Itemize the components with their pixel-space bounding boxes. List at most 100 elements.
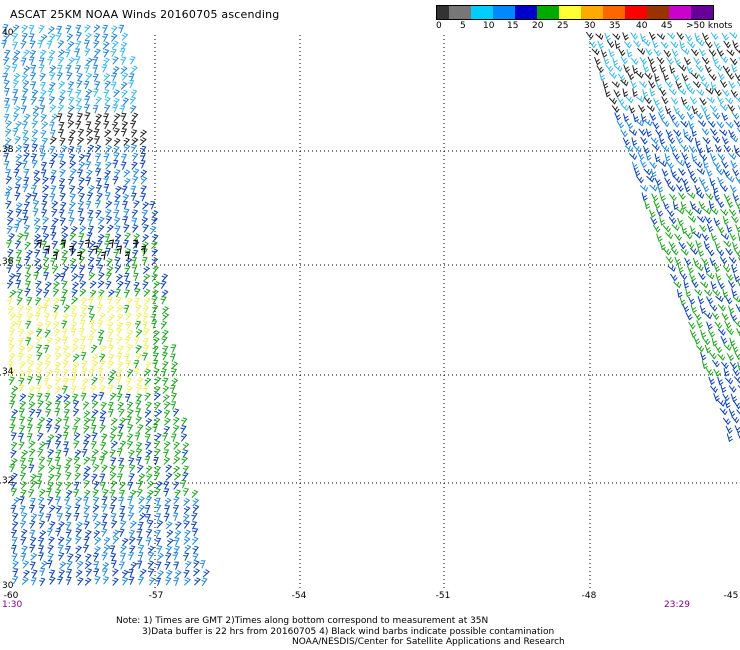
wind-barb (608, 97, 617, 105)
wind-barb (702, 32, 709, 42)
wind-barb (130, 185, 137, 195)
wind-barb (112, 176, 119, 185)
wind-barb (26, 353, 33, 363)
wind-barb (16, 217, 23, 226)
wind-barb (105, 161, 112, 170)
wind-barb (710, 385, 718, 394)
wind-barb (712, 161, 721, 170)
wind-barb (92, 513, 99, 522)
wind-barb (58, 80, 66, 90)
wind-barb (20, 464, 28, 473)
wind-barb (42, 249, 49, 258)
wind-barb (75, 97, 83, 107)
wind-barb (125, 321, 132, 331)
wind-barb (23, 168, 30, 178)
wind-barb (152, 423, 159, 433)
wind-barb (136, 384, 143, 393)
wind-barb (88, 313, 95, 323)
wind-barb (47, 88, 54, 97)
wind-barb (83, 520, 90, 530)
wind-barb (86, 136, 94, 145)
wind-barb (22, 216, 29, 225)
wind-barb (53, 272, 61, 281)
wind-barb (130, 129, 138, 138)
wind-barb (691, 153, 698, 162)
wind-barb (123, 289, 130, 298)
wind-barb (99, 353, 106, 362)
wind-barb (12, 56, 19, 65)
wind-barb (665, 256, 674, 264)
wind-barb (94, 144, 102, 153)
wind-barb (54, 368, 61, 377)
wind-barb (53, 321, 60, 330)
wind-barb (90, 457, 97, 466)
note-line-3: NOAA/NESDIS/Center for Satellite Applica… (292, 637, 565, 647)
wind-barb (725, 296, 733, 305)
wind-barb (85, 57, 93, 66)
wind-barb (83, 465, 91, 474)
wind-barb (122, 193, 130, 203)
wind-barb (92, 496, 100, 506)
wind-barb (691, 128, 697, 137)
wind-barb (726, 224, 733, 233)
wind-barb (78, 216, 85, 226)
wind-barb (699, 153, 708, 162)
wind-barb (54, 336, 62, 345)
wind-barb (18, 441, 25, 450)
wind-barb (192, 553, 199, 562)
wind-barb (87, 248, 94, 257)
wind-barb (102, 33, 109, 43)
wind-barb (52, 288, 60, 297)
wind-barb (706, 97, 715, 104)
wind-barb (38, 456, 46, 465)
wind-barb (22, 80, 30, 89)
wind-barb (183, 577, 192, 586)
wind-barb (101, 464, 108, 473)
wind-barb (666, 209, 675, 218)
wind-barb (116, 393, 123, 402)
wind-barb (656, 233, 663, 243)
wind-barb (18, 384, 25, 393)
wind-barb (138, 504, 146, 514)
wind-barb (616, 120, 625, 129)
wind-barb (92, 105, 99, 114)
wind-barb (729, 135, 739, 143)
wind-barb (9, 463, 16, 473)
wind-barb (120, 161, 127, 171)
wind-barb (37, 432, 44, 441)
wind-barb (9, 328, 16, 337)
wind-barb (697, 216, 706, 224)
wind-barb (123, 224, 130, 233)
wind-barb (99, 345, 107, 354)
wind-barb (112, 536, 120, 545)
wind-barb (152, 233, 159, 243)
wind-barb (172, 512, 179, 521)
wind-barb (170, 392, 178, 401)
wind-barb (105, 144, 113, 154)
wind-barb (100, 441, 107, 451)
wind-barb (636, 175, 644, 184)
wind-barb (91, 432, 98, 441)
wind-barb (92, 88, 99, 97)
wind-barb (90, 424, 97, 434)
wind-barb (720, 55, 729, 64)
wind-barb (717, 176, 724, 186)
wind-barb (91, 360, 99, 369)
wind-barb (121, 128, 128, 137)
wind-barb (662, 72, 670, 82)
wind-barb (20, 96, 27, 105)
wind-barb (107, 296, 114, 305)
wind-barb (107, 384, 114, 393)
wind-barb (709, 257, 717, 267)
wind-barb (30, 81, 37, 90)
wind-barb (20, 536, 27, 545)
wind-barb (13, 49, 21, 58)
wind-barb (11, 64, 18, 73)
wind-barb (118, 513, 125, 522)
wind-barb (133, 233, 141, 242)
wind-barb (139, 137, 147, 146)
wind-barb (677, 192, 686, 201)
wind-barb (107, 344, 115, 353)
wind-barb (684, 231, 693, 240)
wind-barb (721, 160, 729, 169)
